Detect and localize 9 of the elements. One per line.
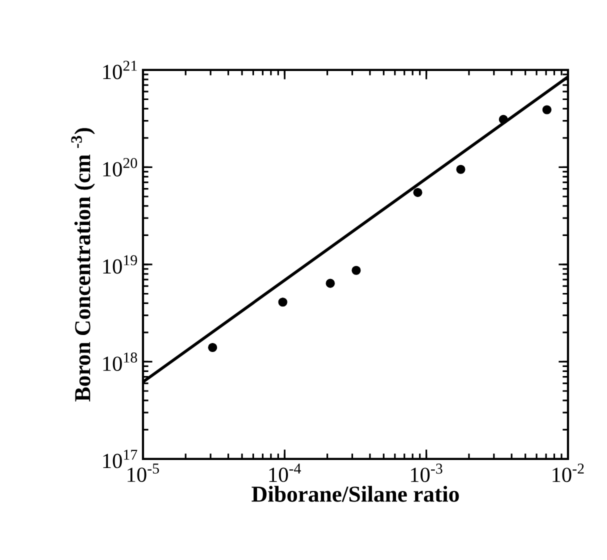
x-axis-title: Diborane/Silane ratio (252, 486, 459, 502)
y-tick-label: 10$^{19}$ (103, 255, 138, 274)
y-axis-title: Boron Concentration (cm $^{-3}$) (71, 128, 95, 402)
x-tick-label: 10$^{-4}$ (269, 464, 301, 482)
y-tick-label: 10$^{20}$ (103, 158, 138, 176)
y-tick-label: 10$^{21}$ (103, 60, 137, 80)
x-tick-label: 10$^{-3}$ (410, 464, 442, 482)
y-tick-label: 10$^{18}$ (103, 352, 138, 371)
x-tick-label: 10$^{-2}$ (552, 464, 584, 482)
